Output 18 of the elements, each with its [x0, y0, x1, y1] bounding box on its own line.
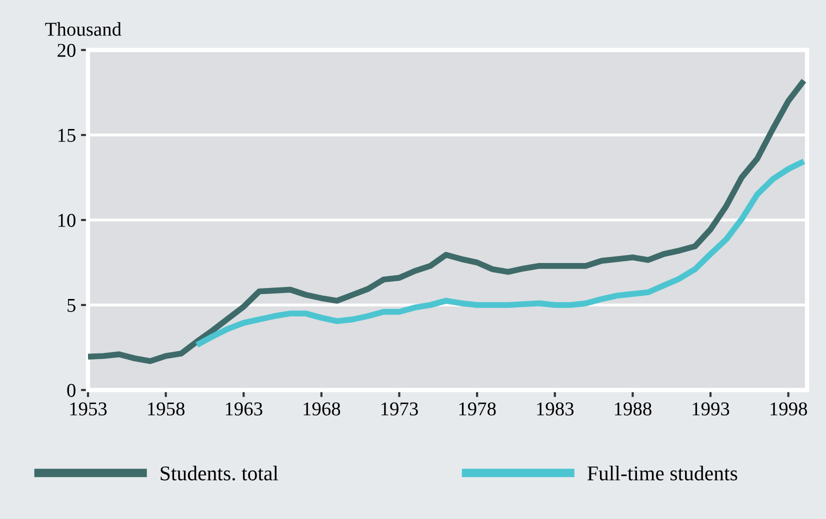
x-tick-label: 1998: [770, 402, 808, 416]
y-tick-label: 0: [67, 384, 76, 397]
y-tick-label: 10: [58, 214, 76, 227]
x-tick-label: 1973: [382, 402, 418, 416]
x-tick-label: 1953: [70, 402, 107, 416]
y-tick-label: 20: [58, 44, 76, 57]
x-tick-label: 1993: [692, 402, 730, 416]
y-tick-label: 5: [68, 299, 76, 312]
legend-label: Full-time students: [587, 466, 738, 480]
x-tick-label: 1978: [459, 402, 496, 416]
y-tick-label: 15: [58, 128, 76, 142]
x-tick-label: 1968: [304, 402, 340, 416]
x-tick-label: 1988: [614, 402, 652, 416]
x-tick-label: 1963: [226, 402, 262, 416]
y-axis-title: Thousand: [45, 22, 122, 36]
x-tick-label: 1958: [148, 402, 185, 416]
x-tick-label: 1983: [537, 402, 574, 416]
legend-label: Students. total: [160, 466, 278, 481]
